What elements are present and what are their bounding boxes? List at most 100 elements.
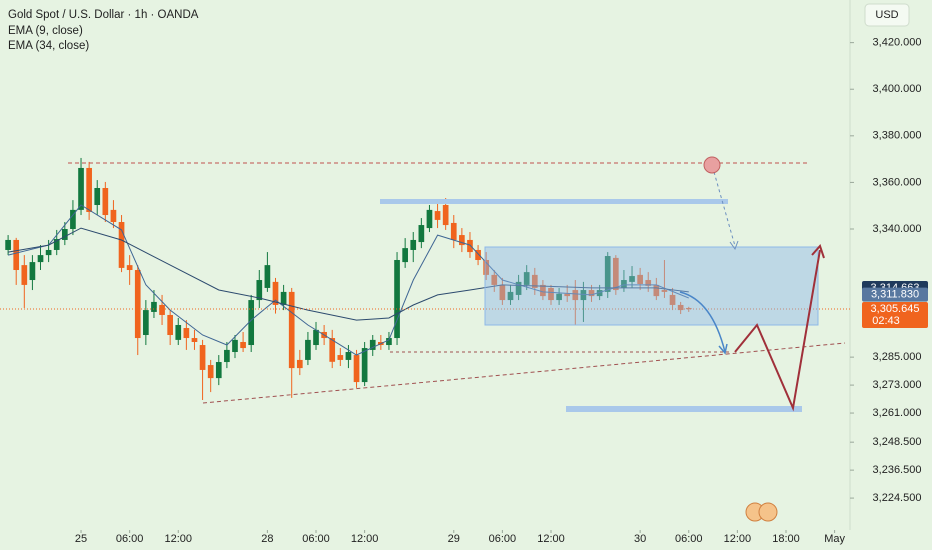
candle-body <box>612 257 619 291</box>
projection-path <box>734 249 821 412</box>
candle-body <box>507 291 514 301</box>
price-badge-label: 3,311.830 <box>871 289 919 301</box>
candle-body <box>572 290 579 301</box>
candle-body <box>37 255 44 263</box>
candle-body <box>645 280 652 286</box>
price-badge <box>862 302 928 329</box>
marker <box>703 156 721 174</box>
candle-body <box>450 222 457 240</box>
x-tick-label: 12:00 <box>537 533 565 545</box>
x-tick-label: 06:00 <box>489 533 517 545</box>
candle-body <box>426 209 433 229</box>
candle-body <box>29 262 36 281</box>
countdown: 02:43 <box>872 315 900 327</box>
candle-body <box>191 338 198 342</box>
price-badge-label: 3,305.645 <box>871 303 920 315</box>
candle-body <box>345 352 352 360</box>
y-tick-label: 3,248.500 <box>873 436 922 448</box>
candle-body <box>305 339 311 360</box>
candle-body <box>442 205 449 226</box>
candle-body <box>548 287 554 301</box>
legend-entry: EMA (34, close) <box>8 40 89 52</box>
drawings <box>68 156 846 522</box>
level-bar <box>566 406 802 412</box>
x-tick-label: 06:00 <box>302 533 330 545</box>
candle-body <box>151 301 157 312</box>
candle-body <box>677 304 684 311</box>
x-tick-label: 28 <box>261 533 273 545</box>
candle-body <box>134 270 141 339</box>
arrow-head <box>729 240 739 251</box>
candle-body <box>199 345 206 370</box>
candle-body <box>159 304 165 315</box>
candle-body <box>467 239 473 253</box>
chart-title: Gold Spot / U.S. Dollar · 1h · OANDA <box>8 9 199 21</box>
candle-body <box>361 348 368 383</box>
candle-body <box>653 284 660 297</box>
candle-body <box>637 274 643 284</box>
candle-body <box>102 188 109 216</box>
y-tick-label: 3,273.000 <box>873 379 922 391</box>
candle-body <box>13 239 20 271</box>
y-tick-label: 3,340.000 <box>873 223 922 235</box>
candle-body <box>402 248 408 263</box>
currency-label[interactable]: USD <box>875 9 898 21</box>
x-tick-label: 12:00 <box>724 533 752 545</box>
plot <box>0 157 850 401</box>
candle-body <box>418 225 425 243</box>
candle-body <box>540 284 546 297</box>
candle-body <box>143 310 149 336</box>
currency-button[interactable] <box>864 3 910 27</box>
price-badge <box>862 287 928 302</box>
candle-body <box>78 167 84 210</box>
arrow-line <box>713 171 736 247</box>
candle-body <box>207 365 214 379</box>
y-tick-label: 3,285.000 <box>873 351 922 363</box>
candle-body <box>86 167 92 212</box>
candle-body <box>232 339 238 353</box>
candle-body <box>215 362 222 379</box>
candle-body <box>531 274 538 288</box>
candle-body <box>272 281 279 305</box>
candle-body <box>118 222 125 268</box>
candle-body <box>604 256 611 292</box>
candle-body <box>394 259 400 339</box>
candle-body <box>669 294 676 305</box>
candle-body <box>556 293 562 301</box>
x-tick-label: 06:00 <box>116 533 144 545</box>
level-bar <box>380 199 728 204</box>
candle-body <box>337 355 344 360</box>
y-tick-label: 3,420.000 <box>873 37 922 49</box>
candle-body <box>21 265 28 285</box>
candle-body <box>175 324 182 340</box>
x-tick-label: 25 <box>75 533 87 545</box>
candle-body <box>329 338 336 362</box>
candle-body <box>386 338 392 346</box>
ema-line <box>7 204 689 356</box>
candle-body <box>369 339 376 350</box>
projection-curve <box>679 291 726 353</box>
candle-body <box>629 276 635 282</box>
candle-body <box>264 265 271 288</box>
candle-body <box>515 281 522 295</box>
candle-body <box>313 329 319 346</box>
ema-line <box>8 227 689 321</box>
candle-body <box>475 249 481 260</box>
candle-body <box>296 359 303 369</box>
y-tick-label: 3,261.000 <box>873 407 922 419</box>
candle-body <box>288 291 295 369</box>
axes: 3,420.000 3,400.000 3,380.000 3,360.000 3,34… <box>75 37 928 545</box>
candle-body <box>596 290 603 297</box>
candle-body <box>61 229 68 240</box>
y-tick-label: 3,400.000 <box>873 83 922 95</box>
arrow-head <box>811 244 825 259</box>
range-box <box>484 246 819 326</box>
candle-body <box>353 355 360 383</box>
y-tick-label: 3,224.500 <box>873 492 922 504</box>
candle-body <box>70 209 76 230</box>
x-tick-label: 12:00 <box>164 533 192 545</box>
candle-body <box>459 235 465 246</box>
candle-body <box>110 209 117 223</box>
candle-body <box>224 349 230 363</box>
